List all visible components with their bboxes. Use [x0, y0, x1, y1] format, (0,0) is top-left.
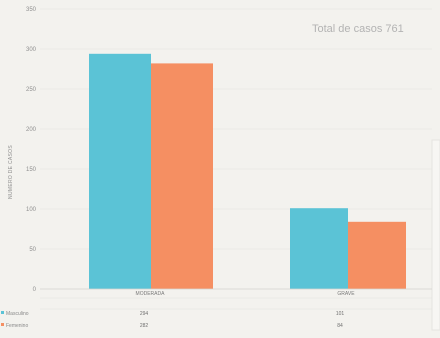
data-label: 282 — [140, 323, 149, 329]
bar-masculino-grave — [290, 208, 348, 289]
chart-title: Total de casos 761 — [312, 23, 404, 35]
y-tick-label: 0 — [33, 287, 37, 293]
y-tick-label: 200 — [26, 127, 37, 133]
data-label: 101 — [336, 311, 345, 317]
y-tick-label: 150 — [26, 167, 37, 173]
legend-label: Masculino — [6, 311, 29, 317]
legend-swatch — [1, 323, 4, 326]
data-label: 84 — [337, 323, 343, 329]
y-tick-label: 250 — [26, 87, 37, 93]
bar-femenino-grave — [348, 221, 406, 289]
bar-masculino-moderada — [89, 53, 151, 289]
x-tick-label: MODERADA — [136, 291, 166, 297]
data-label: 294 — [140, 311, 149, 317]
y-tick-label: 300 — [26, 47, 37, 53]
x-tick-label: GRAVE — [337, 291, 355, 297]
legend-label: Femenino — [6, 323, 28, 329]
y-axis-title: NUMERO DE CASOS — [8, 145, 14, 199]
y-tick-label: 50 — [29, 247, 36, 253]
y-tick-label: 350 — [26, 7, 37, 13]
bar-femenino-moderada — [151, 63, 213, 290]
side-panel — [431, 139, 440, 331]
legend-swatch — [1, 311, 4, 314]
y-tick-label: 100 — [26, 207, 37, 213]
